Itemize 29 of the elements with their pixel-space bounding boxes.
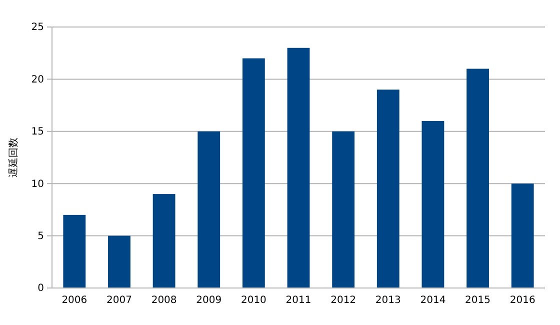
x-tick-label: 2008 xyxy=(151,295,177,306)
y-tick-label: 25 xyxy=(31,22,44,34)
bar xyxy=(511,184,534,288)
x-tick-label: 2012 xyxy=(330,295,356,306)
x-tick-label: 2007 xyxy=(106,295,132,306)
bar xyxy=(108,236,130,288)
y-tick-label: 15 xyxy=(31,126,44,138)
y-tick-label: 10 xyxy=(31,178,44,190)
y-tick-label: 0 xyxy=(38,283,44,294)
bar xyxy=(198,131,220,288)
bar xyxy=(332,131,355,288)
bar xyxy=(422,120,444,288)
x-tick-label: 2015 xyxy=(465,295,490,306)
bar xyxy=(376,90,400,288)
x-tick-label: 2011 xyxy=(286,295,312,306)
x-tick-label: 2013 xyxy=(375,295,401,306)
bar xyxy=(63,214,86,288)
x-tick-label: 2010 xyxy=(240,295,266,306)
x-tick-label: 2006 xyxy=(62,295,88,306)
x-tick-label: 2016 xyxy=(510,295,536,306)
bar xyxy=(242,58,265,288)
y-tick-label: 5 xyxy=(38,231,44,242)
bar xyxy=(152,194,176,288)
x-tick-label: 2014 xyxy=(420,295,446,306)
y-axis-title: 遅延回数 xyxy=(8,138,20,178)
x-tick-label: 2009 xyxy=(196,295,222,306)
bar xyxy=(466,68,489,288)
y-tick-label: 20 xyxy=(31,74,44,86)
bar xyxy=(287,48,310,288)
